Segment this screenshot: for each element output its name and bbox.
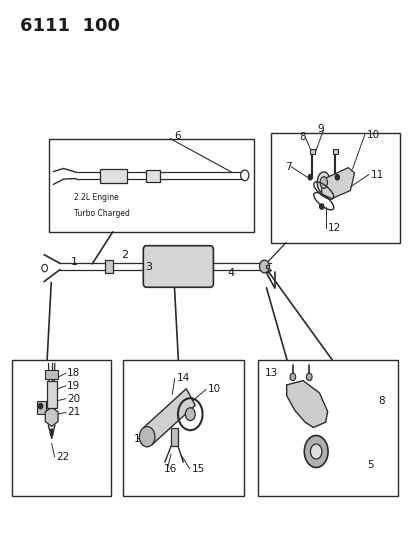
Ellipse shape bbox=[319, 176, 327, 188]
Bar bbox=[145, 170, 160, 182]
Text: 4: 4 bbox=[227, 269, 234, 278]
Circle shape bbox=[42, 264, 47, 272]
Text: 14: 14 bbox=[176, 374, 189, 383]
Text: 9: 9 bbox=[317, 124, 324, 134]
Polygon shape bbox=[37, 401, 46, 414]
Text: 11: 11 bbox=[370, 169, 383, 180]
Text: 8: 8 bbox=[377, 396, 384, 406]
Text: 2.2L Engine: 2.2L Engine bbox=[74, 193, 118, 201]
Bar bbox=[49, 139, 254, 232]
Circle shape bbox=[308, 174, 312, 180]
Text: 3: 3 bbox=[145, 262, 152, 271]
Text: 15: 15 bbox=[191, 464, 204, 474]
Polygon shape bbox=[142, 389, 195, 445]
Bar bbox=[270, 133, 399, 243]
Ellipse shape bbox=[303, 435, 327, 467]
Text: 6: 6 bbox=[174, 131, 180, 141]
Text: 13: 13 bbox=[264, 368, 277, 378]
Ellipse shape bbox=[317, 172, 330, 193]
Text: 8: 8 bbox=[299, 132, 305, 142]
Text: 20: 20 bbox=[67, 394, 80, 403]
Text: 1: 1 bbox=[70, 257, 77, 266]
Text: 2: 2 bbox=[121, 250, 128, 260]
Text: 10: 10 bbox=[207, 384, 220, 394]
Text: 22: 22 bbox=[56, 452, 69, 462]
Bar bbox=[45, 370, 58, 379]
Bar bbox=[123, 360, 243, 496]
Text: 19: 19 bbox=[67, 381, 80, 391]
Circle shape bbox=[50, 429, 53, 432]
Circle shape bbox=[240, 170, 248, 181]
Polygon shape bbox=[171, 427, 178, 446]
Bar bbox=[309, 149, 314, 154]
Bar bbox=[104, 260, 112, 273]
Text: 17: 17 bbox=[134, 434, 147, 444]
Text: 5: 5 bbox=[264, 265, 271, 274]
Circle shape bbox=[185, 408, 195, 421]
Text: 10: 10 bbox=[366, 130, 379, 140]
Ellipse shape bbox=[139, 426, 155, 447]
Text: 6111  100: 6111 100 bbox=[20, 17, 120, 35]
Bar bbox=[258, 360, 397, 496]
Polygon shape bbox=[286, 381, 327, 427]
Text: 12: 12 bbox=[327, 223, 340, 233]
Polygon shape bbox=[45, 407, 58, 426]
Text: 18: 18 bbox=[67, 368, 80, 378]
Circle shape bbox=[319, 204, 323, 209]
Circle shape bbox=[259, 260, 269, 273]
Text: Turbo Charged: Turbo Charged bbox=[74, 209, 129, 217]
FancyBboxPatch shape bbox=[143, 246, 213, 287]
Ellipse shape bbox=[310, 444, 321, 459]
Text: 5: 5 bbox=[366, 460, 373, 470]
Bar bbox=[12, 360, 110, 496]
Circle shape bbox=[335, 174, 339, 180]
Text: 21: 21 bbox=[67, 408, 80, 417]
Polygon shape bbox=[321, 167, 354, 198]
Circle shape bbox=[38, 403, 43, 409]
Bar bbox=[100, 169, 127, 183]
Circle shape bbox=[289, 373, 295, 381]
Text: 16: 16 bbox=[164, 464, 177, 474]
Bar bbox=[47, 381, 56, 408]
Circle shape bbox=[50, 432, 53, 435]
Circle shape bbox=[306, 373, 311, 381]
Text: 7: 7 bbox=[284, 161, 291, 172]
Bar bbox=[332, 149, 337, 154]
